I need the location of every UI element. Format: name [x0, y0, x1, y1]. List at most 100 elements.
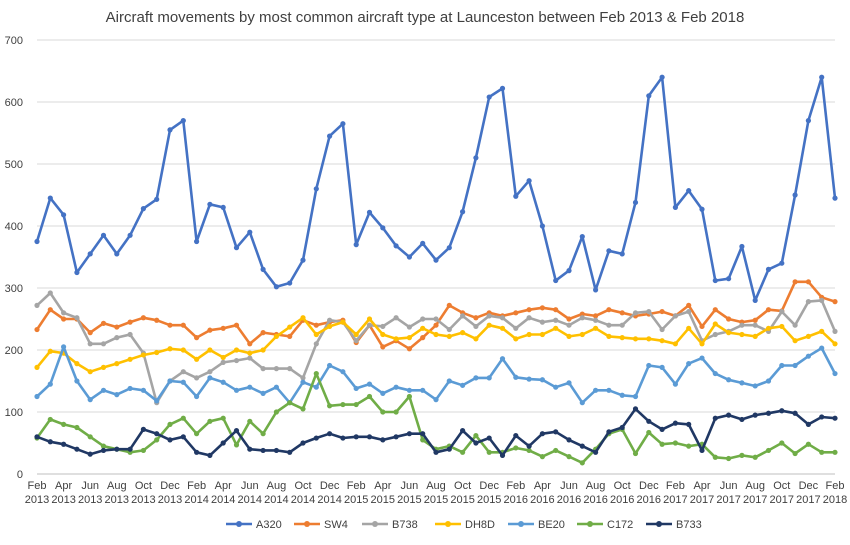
- data-point-dh8d: [566, 333, 572, 339]
- data-point-a320: [752, 297, 758, 303]
- data-point-b738: [606, 322, 612, 328]
- data-point-be20: [672, 381, 679, 387]
- data-point-c172: [207, 418, 213, 424]
- data-point-c172: [393, 409, 399, 415]
- x-tick-label-year: 2014: [264, 494, 288, 506]
- x-tick-label-year: 2017: [743, 494, 767, 506]
- data-point-b733: [526, 443, 532, 449]
- x-tick-label-month: Aug: [586, 480, 606, 492]
- data-point-b738: [380, 323, 386, 330]
- data-point-sw4: [220, 325, 226, 331]
- data-point-b738: [353, 338, 359, 344]
- data-point-b738: [632, 310, 639, 316]
- legend-label-b733: B733: [676, 519, 702, 531]
- data-point-dh8d: [194, 356, 200, 362]
- data-point-b738: [47, 290, 53, 296]
- data-point-a320: [513, 193, 519, 199]
- data-point-dh8d: [499, 325, 506, 331]
- data-point-b733: [712, 415, 718, 421]
- data-point-a320: [579, 233, 585, 240]
- data-point-a320: [207, 201, 213, 207]
- data-point-c172: [420, 437, 426, 443]
- data-point-b733: [832, 415, 838, 421]
- series-b738: [34, 290, 838, 406]
- data-point-a320: [832, 195, 838, 201]
- data-point-c172: [579, 460, 585, 466]
- data-point-b738: [539, 319, 546, 325]
- data-point-b733: [220, 440, 226, 446]
- data-point-c172: [805, 441, 812, 447]
- x-tick-label-month: Jun: [401, 480, 419, 492]
- data-point-be20: [460, 382, 466, 388]
- data-point-a320: [114, 251, 120, 257]
- data-point-b738: [659, 326, 665, 333]
- x-tick-label-month: Oct: [614, 480, 631, 492]
- data-point-sw4: [619, 310, 625, 316]
- data-point-be20: [366, 381, 373, 387]
- data-point-b733: [752, 412, 758, 418]
- data-point-dh8d: [247, 350, 253, 356]
- data-point-dh8d: [300, 315, 306, 321]
- data-point-b733: [433, 449, 439, 455]
- data-point-b733: [87, 451, 93, 457]
- data-point-c172: [686, 443, 692, 449]
- x-tick-label-year: 2013: [131, 494, 155, 506]
- data-point-b738: [114, 335, 120, 341]
- data-point-be20: [765, 378, 772, 384]
- data-point-b733: [393, 434, 399, 440]
- data-point-a320: [553, 277, 559, 284]
- data-point-c172: [300, 406, 306, 412]
- data-point-be20: [194, 393, 200, 400]
- data-point-dh8d: [752, 333, 758, 339]
- x-tick-label-year: 2018: [823, 494, 847, 506]
- data-point-sw4: [699, 323, 705, 330]
- data-point-sw4: [114, 324, 120, 330]
- data-point-dh8d: [832, 341, 838, 347]
- data-point-b738: [366, 322, 373, 328]
- data-point-sw4: [154, 317, 160, 323]
- data-point-b738: [433, 316, 439, 322]
- legend-item-a320: A320: [226, 519, 282, 531]
- data-point-a320: [87, 251, 93, 257]
- x-tick-label-year: 2013: [25, 494, 49, 506]
- data-point-a320: [353, 242, 359, 248]
- x-tick-label-year: 2015: [477, 494, 501, 506]
- x-tick-label-month: Jun: [241, 480, 259, 492]
- data-point-b738: [220, 359, 226, 365]
- data-point-c172: [739, 452, 745, 458]
- x-tick-label-month: Aug: [267, 480, 287, 492]
- data-point-be20: [167, 378, 173, 384]
- data-point-b738: [61, 310, 67, 316]
- data-point-b738: [499, 315, 506, 321]
- data-point-b738: [672, 313, 679, 319]
- data-point-sw4: [593, 313, 599, 319]
- data-point-sw4: [247, 341, 253, 347]
- data-point-c172: [273, 409, 279, 415]
- data-point-be20: [380, 390, 386, 396]
- data-point-dh8d: [619, 335, 625, 341]
- legend-marker-a320: [236, 521, 242, 527]
- data-point-dh8d: [792, 338, 798, 344]
- data-point-be20: [699, 355, 705, 361]
- x-tick-label-year: 2016: [610, 494, 634, 506]
- data-point-dh8d: [659, 338, 665, 344]
- data-point-b733: [739, 416, 745, 423]
- data-point-c172: [287, 400, 293, 406]
- data-point-be20: [606, 387, 612, 393]
- x-tick-label-year: 2017: [770, 494, 794, 506]
- legend-item-dh8d: DH8D: [435, 519, 495, 531]
- x-tick-label-month: Jun: [720, 480, 738, 492]
- x-tick-label-year: 2016: [637, 494, 661, 506]
- x-tick-label-month: Aug: [745, 480, 765, 492]
- data-point-dh8d: [167, 346, 173, 352]
- data-point-sw4: [686, 302, 692, 308]
- data-point-c172: [353, 401, 359, 408]
- data-point-be20: [420, 387, 426, 393]
- data-point-c172: [566, 454, 572, 460]
- data-point-a320: [100, 232, 107, 238]
- x-tick-label-month: Apr: [374, 480, 391, 492]
- data-point-dh8d: [100, 364, 107, 370]
- data-point-sw4: [233, 322, 240, 328]
- x-tick-label-year: 2015: [450, 494, 474, 506]
- data-point-c172: [553, 447, 559, 454]
